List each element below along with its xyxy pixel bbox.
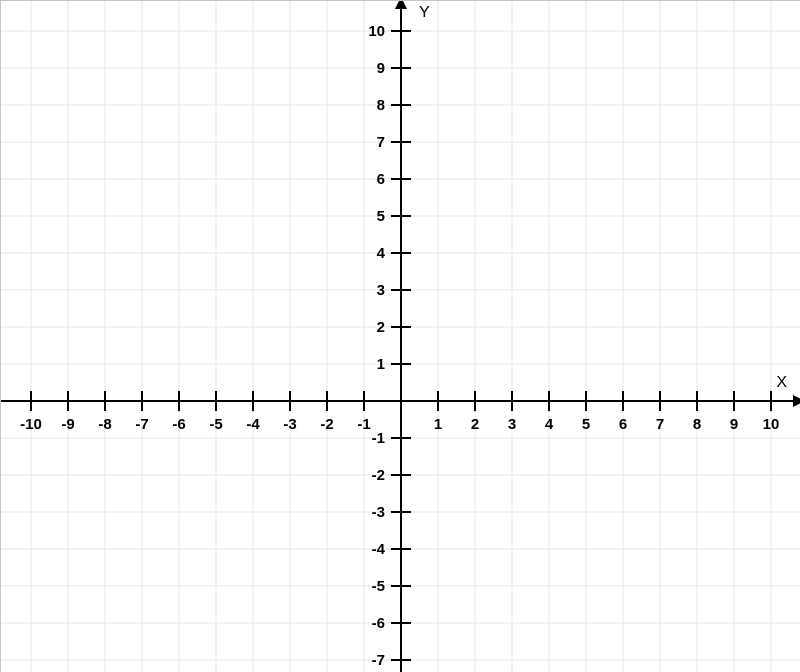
x-tick-label: -3 <box>283 416 296 433</box>
y-tick-label: -4 <box>372 541 386 558</box>
x-tick-label: 2 <box>471 416 479 433</box>
y-tick-label: 5 <box>377 208 385 225</box>
y-tick-label: -2 <box>372 467 385 484</box>
y-tick-label: 1 <box>377 356 385 373</box>
y-tick-label: 4 <box>377 245 386 262</box>
x-tick-label: 8 <box>693 416 701 433</box>
y-tick-label: 8 <box>377 97 385 114</box>
x-tick-label: 9 <box>730 416 738 433</box>
y-tick-label: 9 <box>377 60 385 77</box>
x-axis-label: X <box>776 374 787 391</box>
x-tick-label: -9 <box>61 416 74 433</box>
y-tick-label: 10 <box>368 23 385 40</box>
x-tick-label: -5 <box>209 416 222 433</box>
x-tick-label: -8 <box>98 416 111 433</box>
x-tick-label: 7 <box>656 416 664 433</box>
x-tick-label: 10 <box>763 416 780 433</box>
x-tick-label: 1 <box>434 416 442 433</box>
x-tick-label: 6 <box>619 416 627 433</box>
y-tick-label: 2 <box>377 319 385 336</box>
y-tick-label: -3 <box>372 504 385 521</box>
x-tick-label: 5 <box>582 416 590 433</box>
x-tick-label: -7 <box>135 416 148 433</box>
y-tick-label: 6 <box>377 171 385 188</box>
x-tick-label: -1 <box>357 416 370 433</box>
y-tick-label: -1 <box>372 430 385 447</box>
y-tick-label: 7 <box>377 134 385 151</box>
y-tick-label: -7 <box>372 652 385 669</box>
coordinate-grid-svg: -10 -9 -8 -7 -6 -5 -4 -3 -2 -1 1 2 3 4 5 6 7 8 9 10 -7 -6 -5 -4… <box>1 1 800 672</box>
y-tick-label: -5 <box>372 578 385 595</box>
y-tick-label: -6 <box>372 615 385 632</box>
x-tick-label: -2 <box>320 416 333 433</box>
coordinate-grid-canvas: -10 -9 -8 -7 -6 -5 -4 -3 -2 -1 1 2 3 4 5 6 7 8 9 10 -7 -6 -5 -4… <box>0 0 800 672</box>
x-tick-label: -4 <box>246 416 260 433</box>
x-tick-label: 3 <box>508 416 516 433</box>
x-tick-label: -6 <box>172 416 185 433</box>
y-tick-label: 3 <box>377 282 385 299</box>
y-axis-label: Y <box>419 4 430 21</box>
x-tick-label: 4 <box>545 416 554 433</box>
x-tick-label: -10 <box>20 416 42 433</box>
